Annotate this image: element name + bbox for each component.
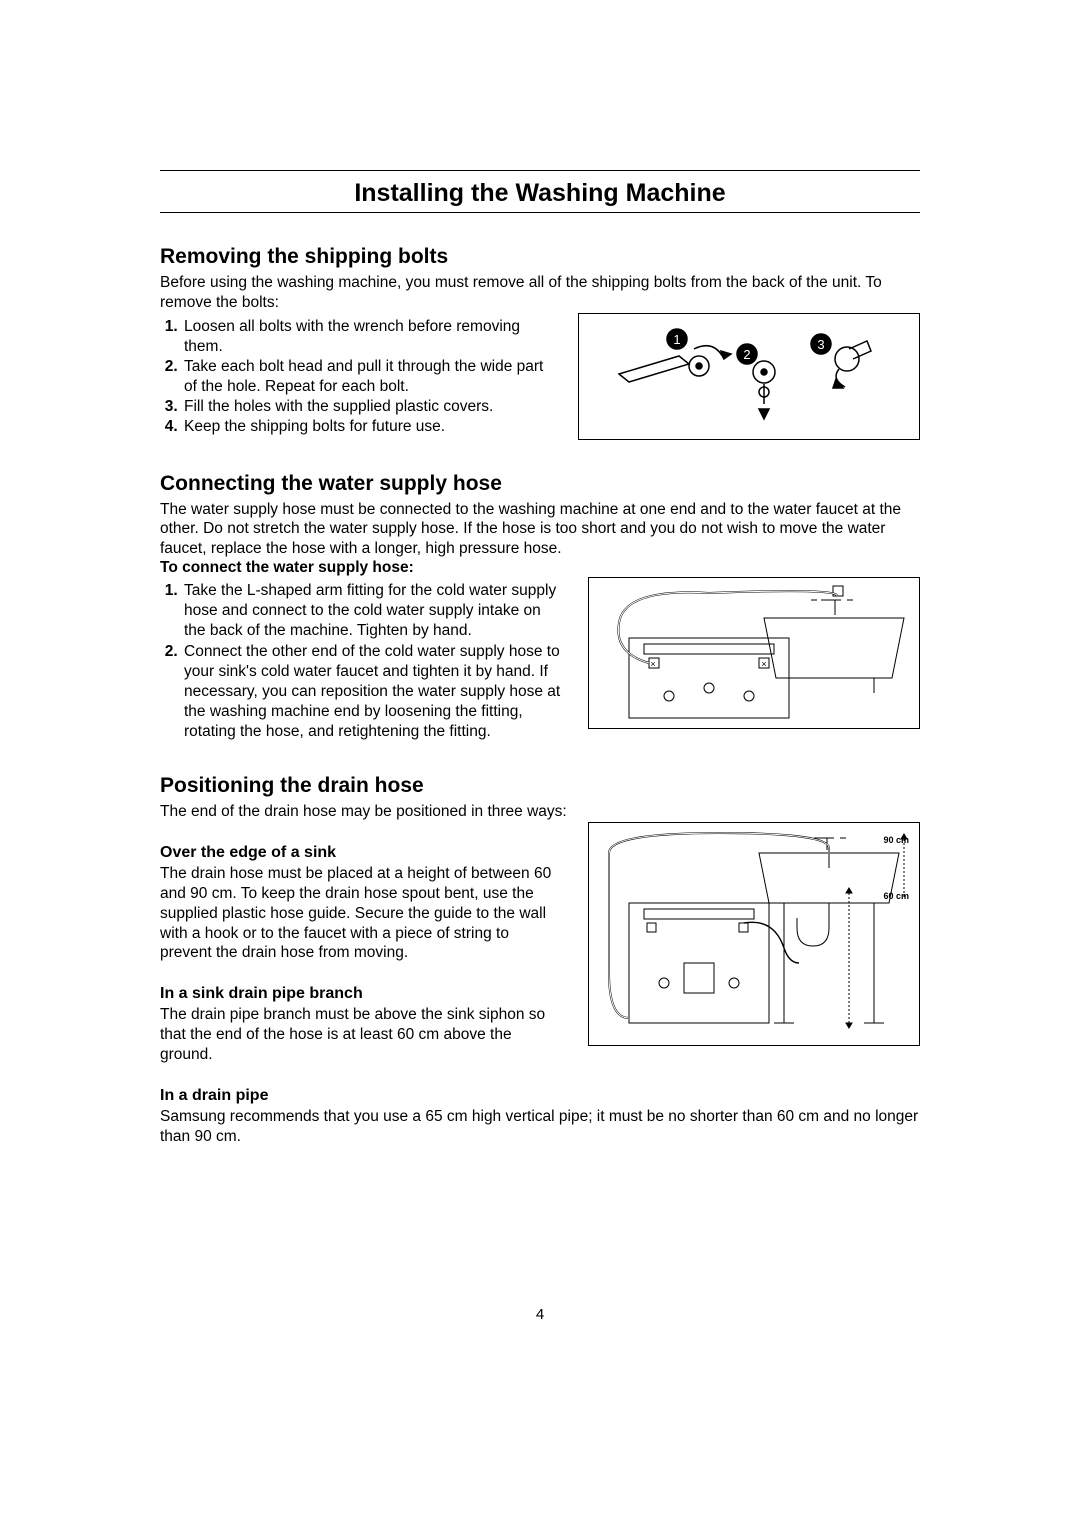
shipping-bolts-steps: Loosen all bolts with the wrench before …: [160, 317, 554, 438]
shipping-bolts-steps-col: Loosen all bolts with the wrench before …: [160, 313, 554, 440]
over-sink-text: The drain hose must be placed at a heigh…: [160, 864, 564, 963]
section-shipping-bolts: Removing the shipping bolts Before using…: [160, 245, 920, 440]
drain-hose-text-col: Over the edge of a sink The drain hose m…: [160, 822, 564, 1065]
shipping-bolts-figure-col: 1 2: [578, 313, 920, 440]
figure-bolts-diagram: 1 2: [578, 313, 920, 440]
pipe-branch-heading: In a sink drain pipe branch: [160, 985, 564, 1003]
water-supply-step-1: Take the L-shaped arm fitting for the co…: [182, 581, 564, 641]
shipping-bolts-heading: Removing the shipping bolts: [160, 245, 920, 269]
drain-hose-intro: The end of the drain hose may be positio…: [160, 802, 920, 822]
svg-text:1: 1: [673, 332, 680, 347]
bolt-removal-diagram-icon: 1 2: [579, 314, 919, 439]
svg-text:3: 3: [817, 337, 824, 352]
water-supply-steps: Take the L-shaped arm fitting for the co…: [160, 581, 564, 742]
title-rule-top: [160, 170, 920, 175]
shipping-bolts-intro: Before using the washing machine, you mu…: [160, 273, 920, 313]
section-water-supply: Connecting the water supply hose The wat…: [160, 472, 920, 743]
pipe-branch-text: The drain pipe branch must be above the …: [160, 1005, 564, 1064]
page-number: 4: [160, 1306, 920, 1323]
figure-water-supply-diagram: × ×: [588, 577, 920, 729]
water-supply-sublabel: To connect the water supply hose:: [160, 559, 920, 577]
shipping-bolts-step-4: Keep the shipping bolts for future use.: [182, 417, 554, 437]
drain-pipe-text: Samsung recommends that you use a 65 cm …: [160, 1107, 920, 1147]
water-supply-figure-col: × ×: [588, 577, 920, 742]
shipping-bolts-step-1: Loosen all bolts with the wrench before …: [182, 317, 554, 357]
page-title: Installing the Washing Machine: [160, 179, 920, 208]
water-supply-steps-col: Take the L-shaped arm fitting for the co…: [160, 577, 564, 742]
water-supply-step-2: Connect the other end of the cold water …: [182, 642, 564, 743]
section-drain-hose: Positioning the drain hose The end of th…: [160, 774, 920, 1146]
shipping-bolts-step-3: Fill the holes with the supplied plastic…: [182, 397, 554, 417]
label-60cm: 60 cm: [883, 891, 909, 901]
svg-text:×: ×: [650, 659, 655, 669]
label-90cm: 90 cm: [883, 835, 909, 845]
title-rule-bottom: [160, 212, 920, 213]
manual-page: Installing the Washing Machine Removing …: [0, 0, 1080, 1323]
drain-hose-heading: Positioning the drain hose: [160, 774, 920, 798]
drain-pipe-heading: In a drain pipe: [160, 1087, 920, 1105]
shipping-bolts-step-2: Take each bolt head and pull it through …: [182, 357, 554, 397]
svg-text:2: 2: [743, 347, 750, 362]
water-supply-intro: The water supply hose must be connected …: [160, 500, 920, 559]
figure-drain-hose-diagram: 90 cm 60 cm: [588, 822, 920, 1046]
drain-hose-figure-col: 90 cm 60 cm: [588, 822, 920, 1065]
drain-hose-diagram-icon: [589, 823, 919, 1045]
svg-text:×: ×: [761, 659, 766, 669]
over-sink-heading: Over the edge of a sink: [160, 844, 564, 862]
water-supply-heading: Connecting the water supply hose: [160, 472, 920, 496]
water-supply-diagram-icon: × ×: [589, 578, 919, 728]
